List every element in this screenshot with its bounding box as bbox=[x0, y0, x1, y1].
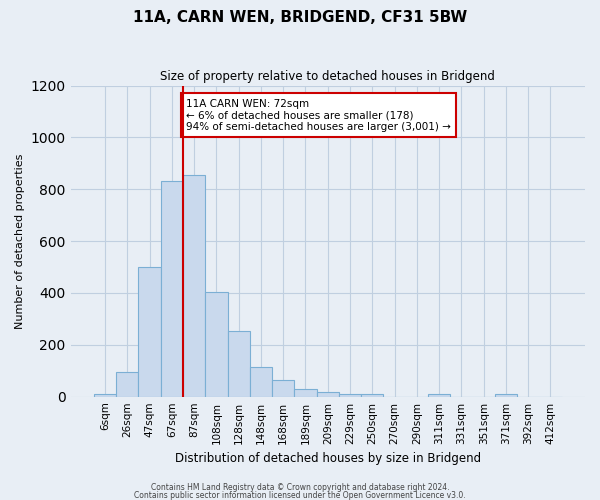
Text: Contains public sector information licensed under the Open Government Licence v3: Contains public sector information licen… bbox=[134, 490, 466, 500]
Bar bbox=[295, 389, 317, 396]
Bar bbox=[272, 380, 295, 396]
Bar bbox=[94, 394, 116, 396]
X-axis label: Distribution of detached houses by size in Bridgend: Distribution of detached houses by size … bbox=[175, 452, 481, 465]
Bar bbox=[361, 394, 383, 396]
Bar bbox=[227, 330, 250, 396]
Bar bbox=[317, 392, 339, 396]
Bar bbox=[205, 292, 227, 397]
Bar bbox=[116, 372, 139, 396]
Bar bbox=[495, 394, 517, 396]
Y-axis label: Number of detached properties: Number of detached properties bbox=[15, 154, 25, 329]
Bar bbox=[139, 267, 161, 396]
Bar bbox=[250, 367, 272, 396]
Text: Contains HM Land Registry data © Crown copyright and database right 2024.: Contains HM Land Registry data © Crown c… bbox=[151, 483, 449, 492]
Bar bbox=[183, 175, 205, 396]
Bar bbox=[161, 182, 183, 396]
Bar bbox=[428, 394, 450, 396]
Title: Size of property relative to detached houses in Bridgend: Size of property relative to detached ho… bbox=[160, 70, 495, 83]
Text: 11A CARN WEN: 72sqm
← 6% of detached houses are smaller (178)
94% of semi-detach: 11A CARN WEN: 72sqm ← 6% of detached hou… bbox=[187, 98, 451, 132]
Text: 11A, CARN WEN, BRIDGEND, CF31 5BW: 11A, CARN WEN, BRIDGEND, CF31 5BW bbox=[133, 10, 467, 25]
Bar bbox=[339, 394, 361, 396]
